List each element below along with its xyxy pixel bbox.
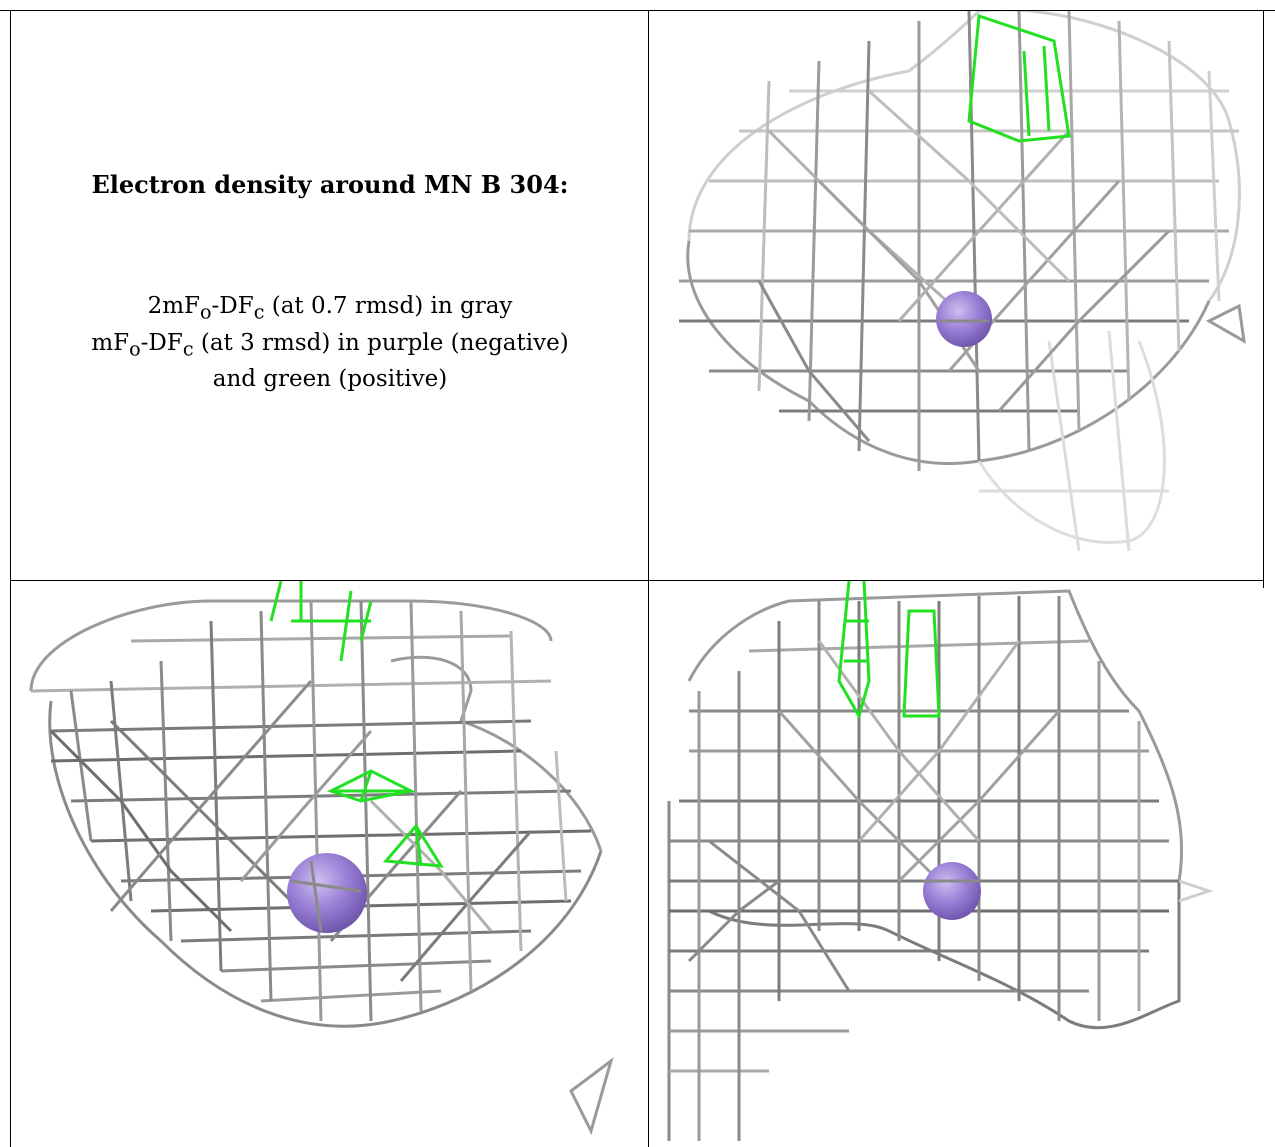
middle-divider xyxy=(10,580,1263,581)
panel-top-right xyxy=(649,11,1263,580)
top-border xyxy=(0,10,1275,11)
mesh-fragment-bottom xyxy=(569,1057,614,1136)
density-mesh-bottom-right xyxy=(667,581,1214,1141)
mn-atom-sphere xyxy=(923,862,981,920)
caption-cell: Electron density around MN B 304: 2mFo-D… xyxy=(40,150,620,395)
panel-bottom-right xyxy=(649,581,1275,1147)
mn-atom-sphere xyxy=(287,853,367,933)
positive-density-top xyxy=(967,13,1071,143)
left-border xyxy=(10,10,11,1147)
caption-title: Electron density around MN B 304: xyxy=(91,170,569,199)
caption-line-2mfo: 2mFo-DFc (at 0.7 rmsd) in gray xyxy=(147,293,513,324)
right-border xyxy=(1263,10,1264,588)
positive-density-bottom-right xyxy=(837,581,941,720)
positive-density-bottom-left xyxy=(269,581,444,868)
mn-atom-sphere xyxy=(936,291,992,347)
mesh-fragment-right xyxy=(1205,303,1246,344)
caption-line-green: and green (positive) xyxy=(212,366,448,393)
panel-bottom-left xyxy=(11,581,648,1147)
density-mesh-bottom-left xyxy=(29,581,614,1136)
caption-line-mfo: mFo-DFc (at 3 rmsd) in purple (negative) xyxy=(91,329,569,361)
center-divider xyxy=(648,10,649,1147)
density-mesh-top-right xyxy=(679,11,1246,552)
